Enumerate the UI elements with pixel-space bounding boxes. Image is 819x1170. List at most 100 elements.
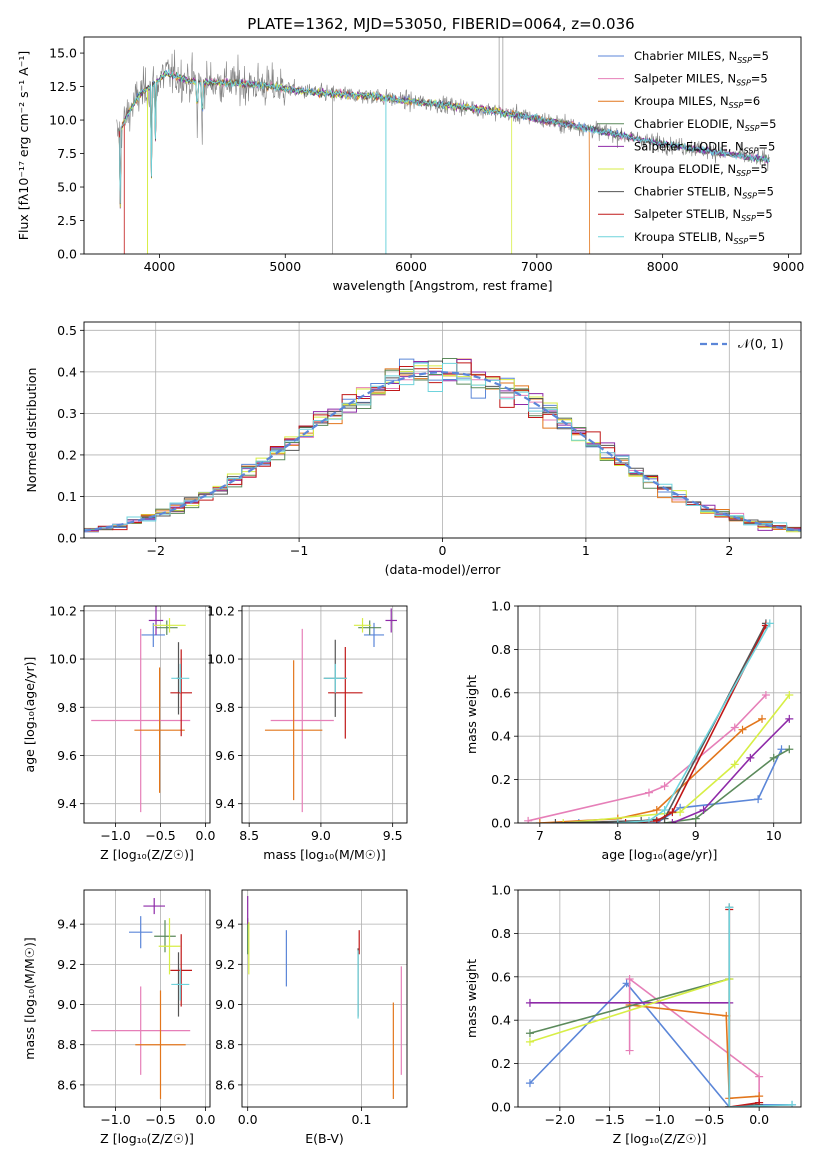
x-axis-label: Z [log₁₀(Z/Z☉)] <box>100 1131 194 1146</box>
plot-area <box>264 608 397 813</box>
legend-label: Salpeter STELIB, NSSP=5 <box>634 207 773 223</box>
y-tick-label: 0.0 <box>491 1100 511 1115</box>
legend-subscript: SSP <box>742 192 757 201</box>
figure-title: PLATE=1362, MJD=53050, FIBERID=0064, z=0… <box>247 15 634 33</box>
y-tick-label: 0.0 <box>57 531 77 546</box>
axes-frame <box>241 605 408 824</box>
y-tick-label: 10.2 <box>49 603 77 618</box>
legend-value: =5 <box>751 72 768 86</box>
y-tick-label: 1.0 <box>491 883 511 898</box>
x-tick-label: 2 <box>725 543 733 558</box>
x-axis-label: Z [log₁₀(Z/Z☉)] <box>100 847 194 862</box>
y-tick-label: 0.4 <box>491 1013 511 1028</box>
legend-subscript: SSP <box>736 79 751 88</box>
weight-marker-chabrier-miles <box>754 795 763 804</box>
extinction-mass-panel: 0.0 0.1 8.6 8.8 9.0 9.2 9.4 E(B-V) <box>215 889 408 1146</box>
legend-value: =5 <box>760 117 777 131</box>
x-tick-label: 0.0 <box>749 1112 769 1127</box>
plot-area <box>84 357 801 538</box>
normal-curve <box>84 371 801 532</box>
y-tick-label: 9.0 <box>215 997 235 1012</box>
weight-marker-kroupa-miles <box>652 805 661 814</box>
legend-label: 𝒩(0, 1) <box>738 336 784 351</box>
weight-marker-salpeter-elodie <box>699 805 708 814</box>
y-tick-label: 9.6 <box>215 748 235 763</box>
x-tick-label: 7000 <box>521 259 553 274</box>
legend-label: Chabrier MILES, NSSP=5 <box>634 49 769 65</box>
weight-marker-salpeter-miles <box>625 1046 634 1055</box>
weight-marker-salpeter-miles <box>625 974 634 983</box>
model-spectrum-chabrier-miles <box>118 69 770 204</box>
weight-line-salpeter-elodie <box>672 718 790 823</box>
y-tick-label: 0.4 <box>491 729 511 744</box>
x-tick-label: −1.0 <box>100 828 130 843</box>
y-tick-label: 0.0 <box>57 247 77 262</box>
mass-age-panel: 8.5 9.0 9.5 9.4 9.6 9.8 10.0 10.2 mass [log₁₀(M/… <box>207 603 408 862</box>
x-tick-label: 8 <box>614 828 622 843</box>
y-tick-label: 8.8 <box>215 1037 235 1052</box>
weight-line-chabrier-elodie <box>664 748 790 823</box>
x-tick-label: 9.5 <box>383 828 403 843</box>
y-tick-label: 9.2 <box>215 957 235 972</box>
x-tick-label: −1.5 <box>594 1112 624 1127</box>
x-axis-label: (data-model)/error <box>385 562 502 577</box>
x-tick-label: 8000 <box>647 259 679 274</box>
legend-label: Kroupa MILES, NSSP=6 <box>634 94 760 110</box>
weight-line-salpeter-stelib <box>728 909 760 1107</box>
observed-spectrum-line <box>116 49 770 208</box>
weight-marker-salpeter-elodie <box>668 819 677 823</box>
histogram-kroupa-stelib <box>84 362 801 538</box>
y-axis-label: mass [log₁₀(M/M☉)] <box>22 937 37 1059</box>
weight-line-chabrier-stelib <box>728 907 760 1107</box>
x-tick-label: 9.0 <box>311 828 331 843</box>
x-tick-label: −1 <box>290 543 308 558</box>
weight-line-chabrier-stelib <box>555 622 767 823</box>
y-tick-label: 2.5 <box>57 213 77 228</box>
axes-frame <box>83 605 211 824</box>
x-tick-label: −0.5 <box>694 1112 724 1127</box>
plot-area <box>116 37 770 254</box>
residuals-histogram-panel: −2 −1 0 1 2 0.0 0.1 0.2 0.3 0.4 0.5 (data-model)/er… <box>24 321 802 577</box>
age-mass-weight-panel: 7 8 9 10 0.0 0.2 0.4 0.6 0.8 1.0 age [log₁₀(age/yr… <box>464 599 802 862</box>
weight-marker-kroupa-elodie <box>785 690 794 699</box>
y-tick-label: 0.2 <box>491 772 511 787</box>
x-tick-label: −0.5 <box>145 828 175 843</box>
y-tick-label: 10.2 <box>207 603 235 618</box>
y-tick-label: 9.8 <box>215 700 235 715</box>
x-tick-label: 9 <box>692 828 700 843</box>
metallicity-mass-panel: −1.0 −0.5 0.0 8.6 8.8 9.0 9.2 9.4 Z [log₁₀(Z/Z☉)… <box>22 889 215 1146</box>
y-tick-label: 0.1 <box>57 489 77 504</box>
plot-area <box>91 898 192 1099</box>
y-tick-label: 15.0 <box>49 46 77 61</box>
axes-frame <box>83 36 802 255</box>
y-tick-label: 12.5 <box>49 79 77 94</box>
y-tick-label: 7.5 <box>57 146 77 161</box>
x-tick-label: 4000 <box>144 259 176 274</box>
weight-marker-salpeter-elodie <box>525 998 534 1007</box>
x-tick-label: 7 <box>536 828 544 843</box>
legend-subscript: SSP <box>741 214 756 223</box>
x-tick-label: 5000 <box>269 259 301 274</box>
x-axis-label: wavelength [Angstrom, rest frame] <box>332 278 552 293</box>
y-tick-label: 10.0 <box>207 652 235 667</box>
weight-marker-kroupa-elodie <box>676 808 685 817</box>
weight-line-kroupa-miles <box>629 1004 760 1100</box>
weight-marker-chabrier-elodie <box>691 814 700 823</box>
legend-value: =5 <box>748 230 765 244</box>
y-tick-label: 9.0 <box>57 997 77 1012</box>
legend-label: Kroupa STELIB, NSSP=5 <box>634 230 765 246</box>
weight-marker-chabrier-elodie <box>525 1029 534 1038</box>
y-axis-label: age [log₁₀(age/yr)] <box>22 657 37 773</box>
weight-marker-kroupa-elodie <box>525 1037 534 1046</box>
y-axis-label: mass weight <box>464 959 479 1038</box>
axes-frame <box>517 889 802 1108</box>
x-tick-label: −1.0 <box>644 1112 674 1127</box>
y-tick-label: 0.0 <box>491 816 511 831</box>
weight-line-kroupa-elodie <box>563 694 790 823</box>
weight-marker-salpeter-miles <box>755 1072 764 1081</box>
plot-area <box>524 619 794 823</box>
weight-marker-kroupa-stelib <box>644 816 653 823</box>
x-tick-label: −2.0 <box>545 1112 575 1127</box>
weight-line-kroupa-miles <box>539 718 763 823</box>
y-tick-label: 0.2 <box>491 1056 511 1071</box>
